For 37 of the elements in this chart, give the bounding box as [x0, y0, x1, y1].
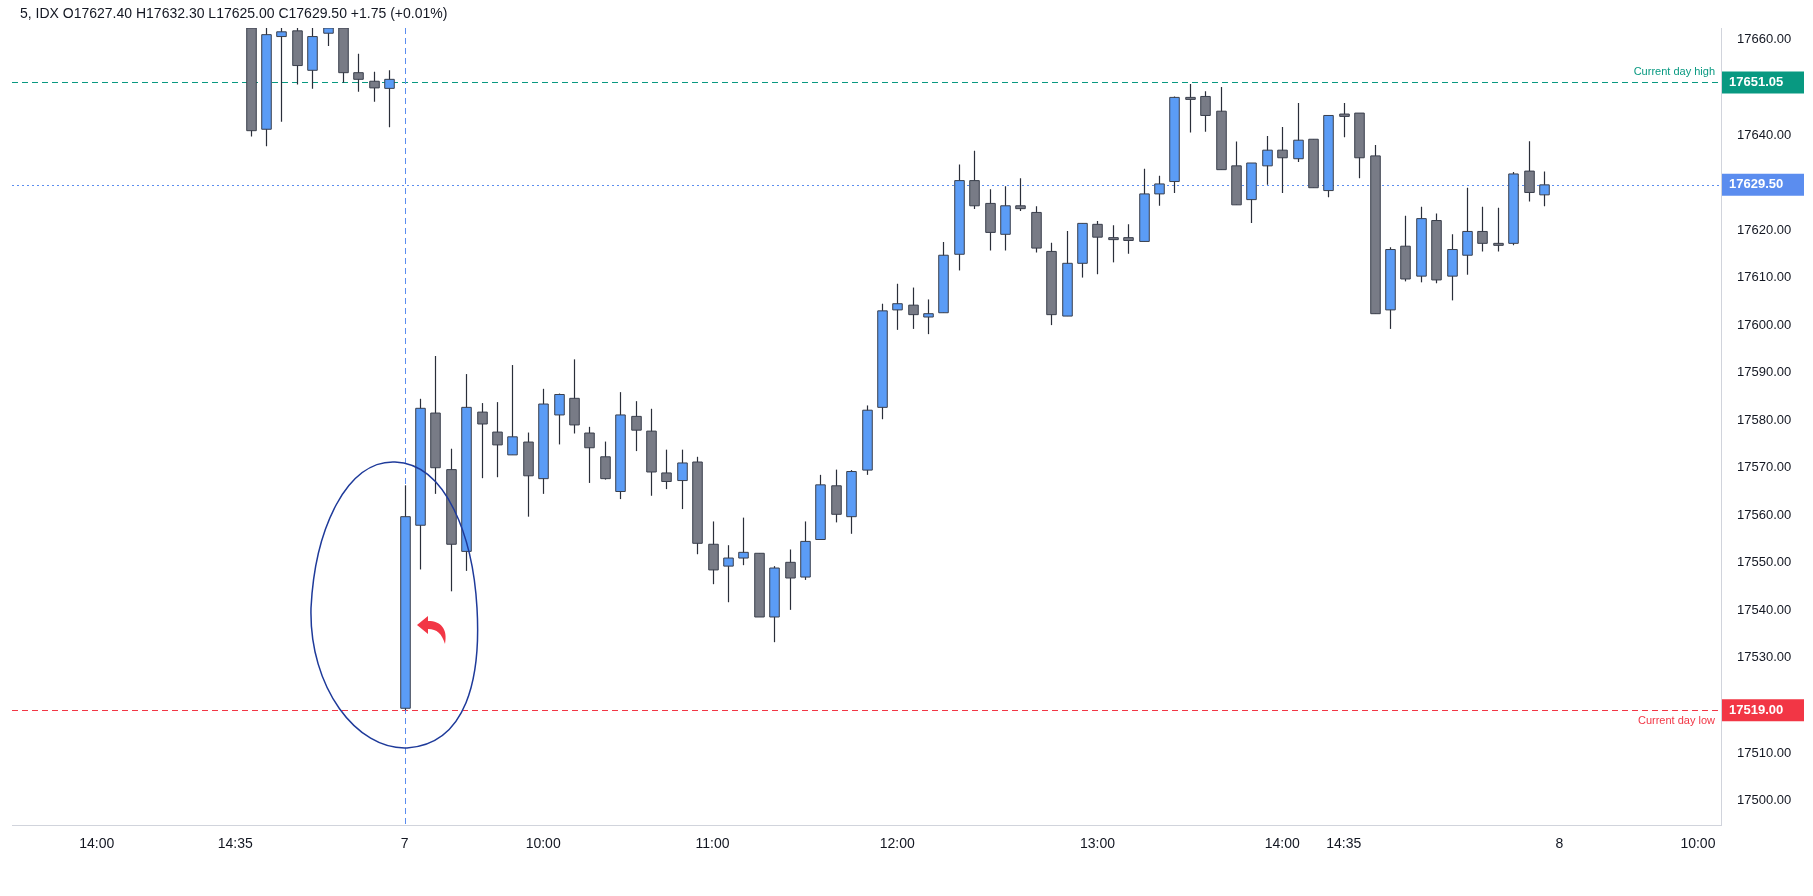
x-tick-label: 14:00	[79, 835, 115, 852]
y-tick-label: 17570.00	[1737, 459, 1792, 475]
candlestick	[661, 449, 672, 490]
ref-line-label: 17629.50	[1729, 176, 1784, 192]
x-tick-label: 13:00	[1079, 835, 1116, 852]
x-tick-label: 12:00	[879, 835, 916, 852]
y-tick-label: 17640.00	[1737, 126, 1792, 142]
x-tick-label: 14:00	[1264, 835, 1300, 852]
y-tick-label: 17600.00	[1737, 316, 1792, 332]
annotation: Current day low	[1637, 714, 1716, 727]
y-tick-label: 17560.00	[1737, 506, 1792, 522]
y-tick-label: 17580.00	[1737, 411, 1792, 427]
chart-title: 5, IDX O17627.40 H17632.30 L17625.00 C17629.50 +1.75 (+0.01%)	[20, 4, 448, 21]
y-tick-label: 17500.00	[1737, 792, 1792, 808]
y-tick-label: 17510.00	[1737, 744, 1792, 760]
ref-line-label: 17651.05	[1729, 74, 1784, 90]
y-tick-label: 17610.00	[1737, 269, 1792, 285]
annotation: Current day high	[1633, 65, 1715, 78]
y-tick-label: 17540.00	[1737, 601, 1792, 617]
x-tick-label: 8	[1555, 835, 1564, 852]
y-tick-label: 17550.00	[1737, 554, 1792, 570]
x-tick-label: 14:35	[1326, 835, 1362, 852]
candlestick	[600, 440, 611, 481]
candlestick	[353, 53, 364, 93]
candlestick	[1462, 187, 1473, 276]
y-tick-label: 17530.00	[1737, 649, 1792, 665]
candlestick	[923, 298, 934, 335]
y-tick-label: 17620.00	[1737, 221, 1792, 237]
y-tick-label: 17660.00	[1737, 31, 1792, 47]
y-tick-label: 17590.00	[1737, 364, 1792, 380]
x-tick-label: 10:00	[1680, 835, 1716, 852]
x-tick-label: 11:00	[695, 835, 730, 852]
x-tick-label: 10:00	[525, 835, 561, 852]
x-tick-label: 7	[400, 835, 409, 852]
candlestick	[1123, 223, 1134, 255]
x-tick-label: 14:35	[217, 835, 253, 852]
ref-line-label: 17519.00	[1729, 701, 1784, 717]
